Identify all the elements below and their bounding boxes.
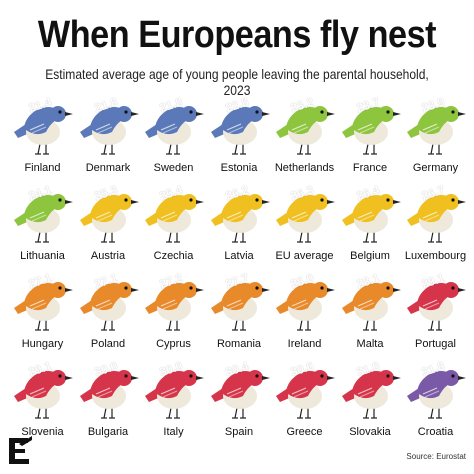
country-label: Belgium: [350, 250, 390, 262]
bird-card: 27.7 Romania: [207, 271, 272, 360]
bird-icon: [145, 106, 204, 155]
country-label: Finland: [24, 162, 61, 174]
bird-card: 25.4 Czechia: [141, 183, 206, 272]
country-label: Austria: [90, 250, 126, 262]
page-subtitle: Estimated average age of young people le…: [45, 66, 429, 98]
bird-card: 28.0 Ireland: [272, 271, 337, 360]
bird-card: 21.8 Sweden: [141, 95, 206, 184]
country-label: Denmark: [85, 162, 131, 174]
bird-icon: [210, 106, 270, 155]
bird-card: 21.8 Denmark: [76, 95, 141, 184]
bird-icon: [145, 370, 204, 419]
bird-icon: [210, 370, 270, 419]
country-label: Croatia: [417, 426, 454, 438]
country-label: Ireland: [287, 338, 322, 350]
country-label: Portugal: [415, 338, 456, 350]
bird-icon: [79, 370, 139, 419]
bird-card: 30.6 Greece: [272, 359, 337, 448]
bird-card: 26.3 EU average: [272, 183, 337, 272]
country-label: Germany: [412, 162, 459, 174]
country-label: Slovakia: [349, 426, 391, 438]
country-label: Sweden: [153, 162, 194, 174]
bird-card: 27.2 Cyprus: [141, 271, 206, 360]
country-label: Malta: [356, 338, 384, 350]
bird-icon: [79, 106, 139, 155]
bird-icon: [341, 282, 401, 331]
bird-icon: [341, 370, 401, 419]
bird-card: 26.4 Belgium: [338, 183, 403, 272]
bird-icon: [407, 106, 466, 155]
country-label: Lithuania: [20, 250, 65, 262]
bird-card: 23.9 Germany: [403, 95, 468, 184]
bird-icon: [407, 370, 466, 419]
letter-e-logo-icon: [6, 436, 34, 466]
bird-card: 29.1 Portugal: [403, 271, 468, 360]
bird-icon: [14, 194, 73, 243]
country-label: EU average: [275, 250, 334, 262]
country-label: Czechia: [153, 250, 194, 262]
bird-card: 22.8 Estonia: [207, 95, 272, 184]
bird-card: 30.4 Spain: [207, 359, 272, 448]
country-label: Italy: [163, 426, 184, 438]
country-label: Romania: [216, 338, 262, 350]
country-label: Cyprus: [156, 338, 191, 350]
country-label: Latvia: [224, 250, 254, 262]
page-title: When Europeans fly nest: [37, 14, 437, 56]
country-label: Greece: [286, 426, 323, 438]
bird-card: 31.8 Croatia: [403, 359, 468, 448]
bird-card: 26.7 Luxembourg: [403, 183, 468, 272]
bird-icon: [79, 194, 139, 243]
bird-card: 21.4 Finland: [10, 95, 75, 184]
country-label: Netherlands: [274, 162, 335, 174]
bird-icon: [276, 282, 335, 331]
bird-card: 30.0 Bulgaria: [76, 359, 141, 448]
bird-icon: [14, 106, 73, 155]
bird-card: 27.1 Hungary: [10, 271, 75, 360]
country-label: Bulgaria: [87, 426, 129, 438]
bird-icon: [276, 106, 335, 155]
country-label: Estonia: [220, 162, 258, 174]
bird-card: 25.3 Austria: [76, 183, 141, 272]
bird-card: 24.1 Lithuania: [10, 183, 75, 272]
country-label: Poland: [90, 338, 126, 350]
bird-icon: [210, 194, 270, 243]
bird-icon: [341, 106, 401, 155]
country-label: Spain: [224, 426, 254, 438]
bird-card: 29.1 Slovenia: [10, 359, 75, 448]
country-label: Luxembourg: [404, 250, 467, 262]
bird-icon: [407, 282, 466, 331]
bird-card: 26.2 Latvia: [207, 183, 272, 272]
bird-card: 30.0 Italy: [141, 359, 206, 448]
bird-icon: [407, 194, 466, 243]
bird-icon: [341, 194, 401, 243]
country-label: France: [352, 162, 388, 174]
bird-icon: [14, 282, 73, 331]
bird-icon: [145, 194, 204, 243]
bird-card: 27.1 Poland: [76, 271, 141, 360]
bird-card: 31.0 Slovakia: [338, 359, 403, 448]
bird-icon: [14, 370, 73, 419]
bird-icon: [276, 194, 335, 243]
bird-grid: 21.4 Finland 21.8 Denmark 21.8 Sweden 22.8 Esto…: [10, 95, 468, 450]
country-label: Slovenia: [21, 426, 64, 438]
country-label: Hungary: [21, 338, 64, 350]
bird-card: 28.1 Malta: [338, 271, 403, 360]
bird-icon: [145, 282, 204, 331]
bird-icon: [210, 282, 270, 331]
source-note: Source: Eurostat: [406, 452, 466, 461]
bird-icon: [276, 370, 335, 419]
bird-icon: [79, 282, 139, 331]
bird-card: 23.7 France: [338, 95, 403, 184]
bird-card: 23.2 Netherlands: [272, 95, 337, 184]
